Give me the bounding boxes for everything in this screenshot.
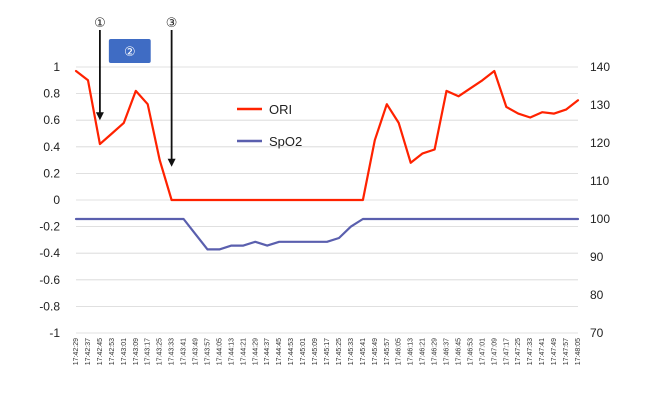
series-line-ori: [74, 69, 580, 202]
x-tick-label: 17:47:57: [563, 338, 570, 365]
series-line-spo2: [74, 217, 580, 251]
x-tick-label: 17:45:17: [324, 338, 331, 365]
x-tick-label: 17:43:01: [121, 338, 128, 365]
x-tick-label: 17:45:25: [336, 338, 343, 365]
left-tick-label: 0.6: [43, 113, 60, 127]
legend: ORI SpO2: [237, 102, 302, 149]
x-tick-label: 17:46:53: [467, 338, 474, 365]
annotation-marker-label: ③: [166, 16, 178, 31]
right-y-axis: 140 130 120 110 100 90 80 70: [590, 60, 610, 340]
x-tick-label: 17:44:13: [228, 338, 235, 365]
x-tick-label: 17:47:49: [551, 338, 558, 365]
x-tick-label: 17:46:45: [455, 338, 462, 365]
x-tick-label: 17:45:33: [348, 338, 355, 365]
annotation-marker-label: ①: [94, 16, 106, 31]
left-tick-label: 0.4: [43, 140, 60, 154]
x-tick-label: 17:44:53: [288, 338, 295, 365]
right-tick-label: 70: [590, 326, 604, 340]
x-tick-label: 17:42:53: [109, 338, 116, 365]
x-tick-label: 17:42:37: [85, 338, 92, 365]
x-tick-label: 17:46:05: [396, 338, 403, 365]
x-tick-label: 17:47:33: [527, 338, 534, 365]
x-tick-label: 17:46:13: [408, 338, 415, 365]
x-tick-label: 17:45:41: [360, 338, 367, 365]
x-tick-label: 17:47:01: [479, 338, 486, 365]
right-tick-label: 90: [590, 250, 604, 264]
right-tick-label: 120: [590, 136, 610, 150]
x-tick-label: 17:45:09: [312, 338, 319, 365]
left-tick-label: -1: [49, 326, 60, 340]
x-tick-label: 17:44:29: [252, 338, 259, 365]
annotation-arrow-head: [95, 112, 104, 121]
annotation-box: [108, 39, 151, 63]
x-tick-label: 17:43:25: [157, 338, 164, 365]
left-tick-label: -0.4: [39, 246, 60, 260]
x-tick-label: 17:47:25: [515, 338, 522, 365]
x-tick-label: 17:44:21: [240, 338, 247, 365]
legend-label: ORI: [269, 102, 292, 117]
x-tick-label: 17:46:21: [420, 338, 427, 365]
left-tick-label: -0.2: [39, 220, 60, 234]
x-tick-label: 17:44:37: [264, 338, 271, 365]
right-tick-label: 140: [590, 60, 610, 74]
x-tick-label: 17:43:49: [193, 338, 200, 365]
right-tick-label: 100: [590, 212, 610, 226]
x-tick-label: 17:43:41: [181, 338, 188, 365]
annotations: ① ② ③: [94, 16, 177, 167]
right-tick-label: 80: [590, 288, 604, 302]
x-tick-label: 17:48:05: [575, 338, 582, 365]
x-tick-label: 17:45:57: [384, 338, 391, 365]
x-tick-label: 17:42:29: [73, 338, 80, 365]
x-tick-label: 17:43:57: [204, 338, 211, 365]
x-tick-label: 17:47:41: [539, 338, 546, 365]
x-tick-label: 17:43:17: [145, 338, 152, 365]
x-tick-label: 17:42:45: [97, 338, 104, 365]
x-tick-label: 17:44:05: [216, 338, 223, 365]
left-tick-label: 0: [53, 193, 60, 207]
x-tick-label: 17:43:33: [169, 338, 176, 365]
x-axis: 17:42:29 17:42:37 17:42:45 17:42:53 17:43:01…: [73, 338, 582, 365]
x-tick-label: 17:44:45: [276, 338, 283, 365]
left-tick-label: -0.6: [39, 273, 60, 287]
left-tick-label: 0.8: [43, 87, 60, 101]
annotation-arrow-head: [167, 158, 176, 167]
x-tick-label: 17:43:09: [133, 338, 140, 365]
x-tick-label: 17:45:01: [300, 338, 307, 365]
x-tick-label: 17:46:37: [444, 338, 451, 365]
annotation-box-label: ②: [124, 45, 136, 60]
legend-label: SpO2: [269, 134, 302, 149]
right-tick-label: 130: [590, 98, 610, 112]
x-tick-label: 17:45:49: [372, 338, 379, 365]
left-tick-label: 1: [53, 60, 60, 74]
x-tick-label: 17:46:29: [432, 338, 439, 365]
x-tick-label: 17:47:09: [491, 338, 498, 365]
right-tick-label: 110: [590, 174, 609, 188]
x-tick-label: 17:47:17: [503, 338, 510, 365]
series-layer: [74, 69, 580, 251]
left-y-axis: 1 0.8 0.6 0.4 0.2 0 -0.2 -0.4 -0.6 -0.8 -1: [39, 60, 60, 340]
left-tick-label: -0.8: [39, 299, 60, 313]
left-tick-label: 0.2: [43, 166, 60, 180]
